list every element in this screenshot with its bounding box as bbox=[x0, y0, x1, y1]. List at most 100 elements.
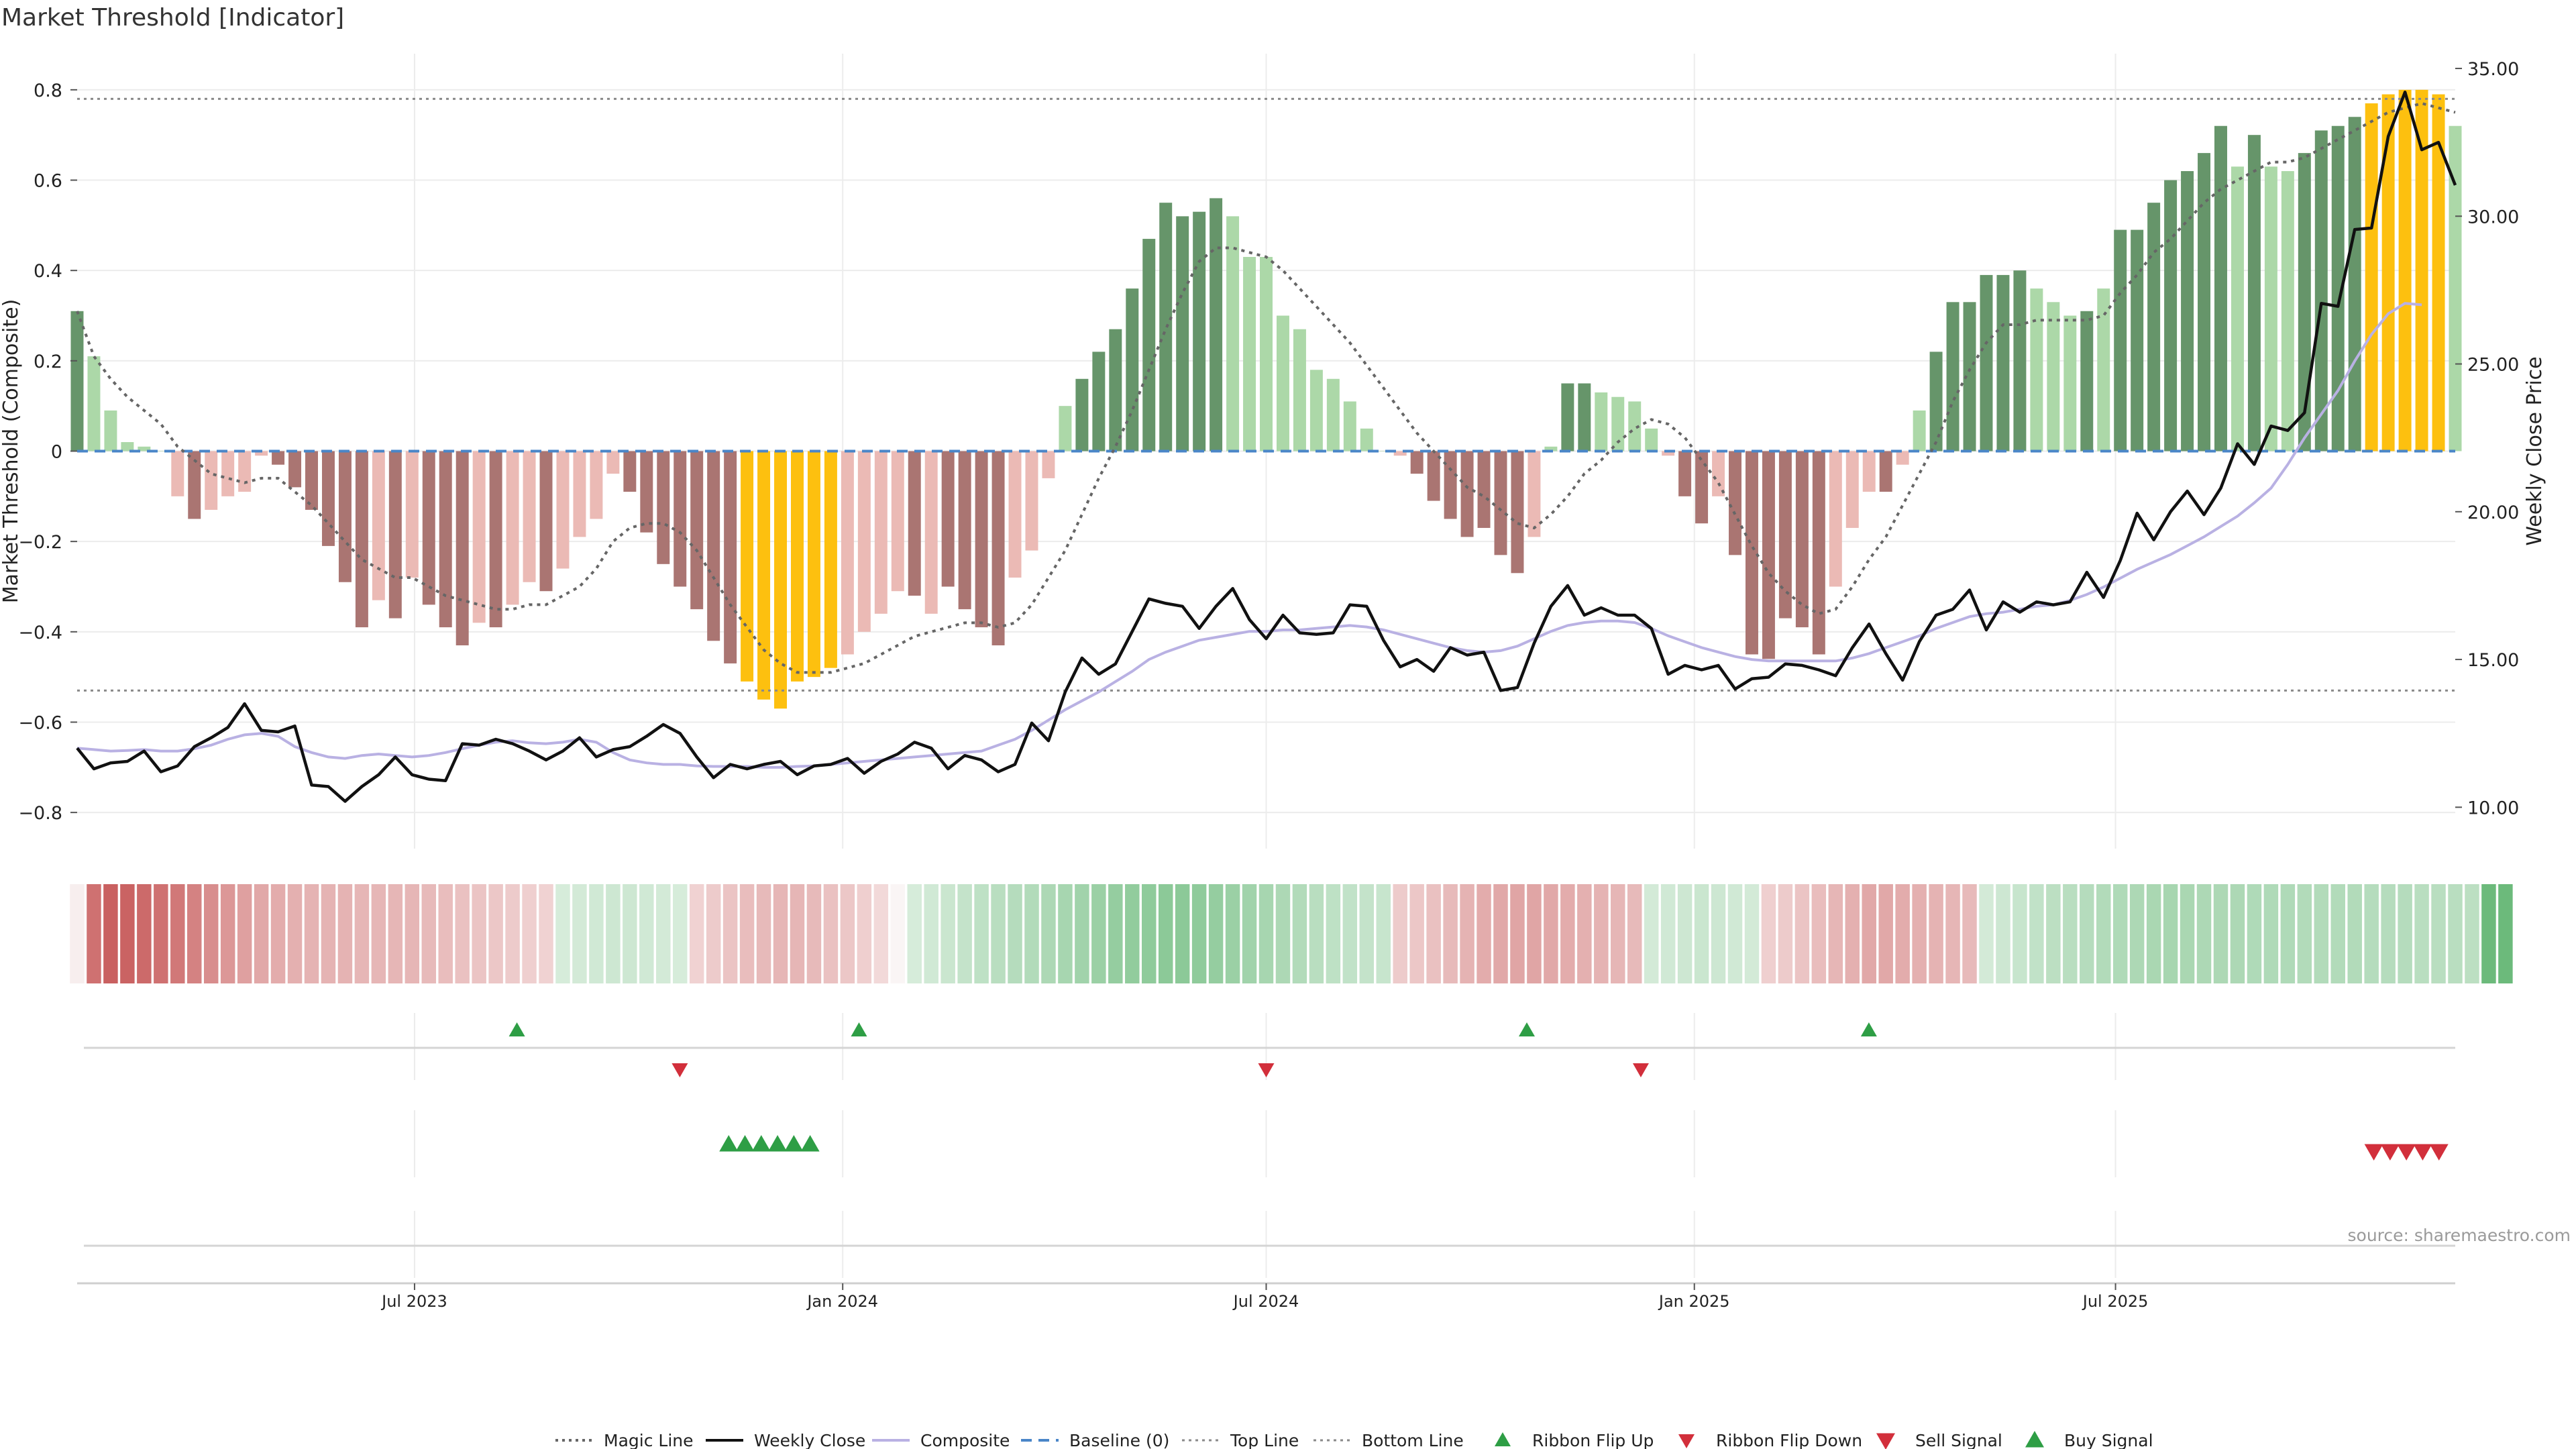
ribbon-cell bbox=[1158, 884, 1173, 983]
ribbon-cell bbox=[991, 884, 1006, 983]
right-tick-label: 20.00 bbox=[2467, 502, 2519, 523]
composite-bar bbox=[1544, 446, 1558, 451]
legend: Magic Line Weekly Close Composite Baseline … bbox=[555, 1431, 2153, 1449]
composite-bar bbox=[1008, 451, 1022, 578]
ribbon-cell bbox=[1694, 884, 1709, 983]
ribbon-cell bbox=[1393, 884, 1407, 983]
ribbon-flip-up-marker bbox=[1860, 1022, 1877, 1036]
legend-label: Baseline (0) bbox=[1069, 1431, 1169, 1449]
composite-bar bbox=[2415, 89, 2428, 451]
ribbon-cell bbox=[1125, 884, 1140, 983]
composite-bar bbox=[221, 451, 235, 496]
ribbon-cell bbox=[1075, 884, 1089, 983]
ribbon-cell bbox=[304, 884, 319, 983]
composite-bar bbox=[1695, 451, 1709, 524]
composite-bar bbox=[774, 451, 788, 709]
composite-bar bbox=[121, 442, 134, 451]
ribbon-flip-up-marker bbox=[851, 1022, 867, 1036]
legend-swatch-down-triangle bbox=[1678, 1434, 1695, 1448]
ribbon-cell bbox=[2431, 884, 2446, 983]
ribbon-cell bbox=[1895, 884, 1910, 983]
composite-bar bbox=[958, 451, 971, 610]
ribbon-cell bbox=[756, 884, 771, 983]
ribbon-cell bbox=[1292, 884, 1307, 983]
ribbon-cell bbox=[2129, 884, 2145, 983]
composite-bar bbox=[1611, 396, 1625, 451]
composite-bar bbox=[2348, 117, 2361, 451]
composite-bars bbox=[70, 89, 2462, 709]
composite-bar bbox=[2214, 125, 2227, 451]
ribbon-cell bbox=[1108, 884, 1123, 983]
ribbon-cell bbox=[1493, 884, 1508, 983]
composite-bar bbox=[1260, 256, 1273, 451]
ribbon-cell bbox=[2230, 884, 2245, 983]
legend-swatch-down-triangle bbox=[1876, 1433, 1895, 1449]
composite-bar bbox=[1059, 406, 1072, 451]
ribbon-cell bbox=[321, 884, 336, 983]
ribbon-cell bbox=[1962, 884, 1977, 983]
sell-signal-marker bbox=[2364, 1144, 2383, 1161]
ribbon-cell bbox=[823, 884, 839, 983]
right-tick-label: 30.00 bbox=[2467, 207, 2519, 227]
composite-bar bbox=[707, 451, 720, 641]
ribbon-cell bbox=[1409, 884, 1424, 983]
ribbon-cell bbox=[1091, 884, 1106, 983]
weekly-close-line bbox=[76, 91, 2457, 803]
composite-bar bbox=[2063, 315, 2077, 451]
ribbon-cell bbox=[1477, 884, 1491, 983]
composite-bar bbox=[1025, 451, 1038, 551]
ribbon-cell bbox=[2180, 884, 2195, 983]
ribbon-cell bbox=[2414, 884, 2429, 983]
ribbon-cell bbox=[2063, 884, 2078, 983]
composite-bar bbox=[87, 356, 101, 451]
composite-bar bbox=[741, 451, 754, 682]
composite-bar bbox=[1494, 451, 1507, 555]
ribbon-cell bbox=[1996, 884, 2010, 983]
composite-bar bbox=[1812, 451, 1825, 655]
ribbon-cell bbox=[2112, 884, 2128, 983]
ribbon-cell bbox=[472, 884, 486, 983]
composite-bar bbox=[1896, 451, 1909, 465]
ribbon-cell bbox=[438, 884, 453, 983]
composite-bar bbox=[422, 451, 435, 605]
ribbon-cell bbox=[1660, 884, 1676, 983]
composite-line bbox=[76, 302, 2422, 769]
composite-bar bbox=[2047, 302, 2060, 451]
ribbon-cell bbox=[2096, 884, 2111, 983]
composite-bar bbox=[1444, 451, 1457, 519]
ribbon-cell bbox=[1258, 884, 1274, 983]
composite-bar bbox=[372, 451, 385, 600]
buy-signal-marker bbox=[735, 1135, 755, 1152]
composite-bar bbox=[1662, 451, 1675, 456]
composite-bar bbox=[975, 451, 988, 628]
sell-signal-marker bbox=[2397, 1144, 2416, 1161]
ribbon-cell bbox=[1460, 884, 1474, 983]
ribbon-cell bbox=[1142, 884, 1157, 983]
ribbon-cell bbox=[974, 884, 989, 983]
ribbon-cell bbox=[405, 884, 420, 983]
ribbon-cell bbox=[137, 884, 152, 983]
buy-signal-marker bbox=[751, 1135, 771, 1152]
ribbon-cell bbox=[87, 884, 101, 983]
composite-bar bbox=[1309, 370, 1323, 451]
composite-bar bbox=[506, 451, 519, 605]
composite-bar bbox=[1678, 451, 1692, 496]
composite-bar bbox=[2164, 180, 2178, 451]
ribbon-cell bbox=[2448, 884, 2463, 983]
ribbon-cell bbox=[371, 884, 386, 983]
ribbon-cell bbox=[606, 884, 621, 983]
composite-bar bbox=[857, 451, 871, 632]
ribbon-cell bbox=[2314, 884, 2329, 983]
composite-bar bbox=[606, 451, 620, 474]
ribbon-cell bbox=[1929, 884, 1943, 983]
right-tick-label: 15.00 bbox=[2467, 650, 2519, 671]
buy-signal-marker bbox=[719, 1135, 739, 1152]
right-tick-label: 25.00 bbox=[2467, 355, 2519, 376]
ribbon-cell bbox=[806, 884, 822, 983]
ribbon-cell bbox=[2163, 884, 2178, 983]
ribbon-cell bbox=[2481, 884, 2496, 983]
composite-bar bbox=[2449, 125, 2462, 451]
composite-bar bbox=[1578, 383, 1591, 451]
ribbon-cell bbox=[1862, 884, 1876, 983]
